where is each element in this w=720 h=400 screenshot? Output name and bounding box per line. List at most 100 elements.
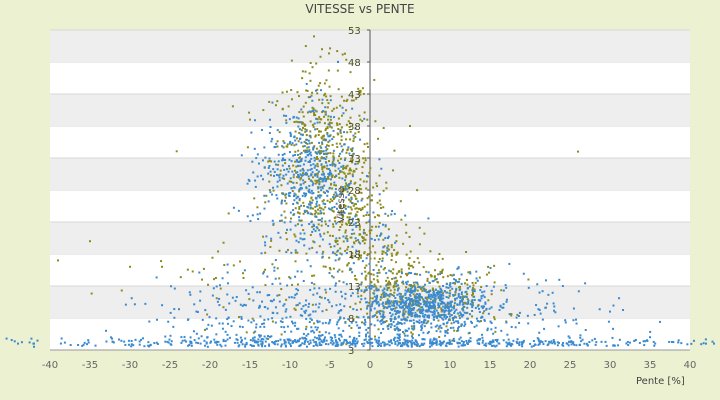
data-point <box>418 243 421 246</box>
data-point <box>383 315 386 318</box>
data-point <box>425 270 428 273</box>
data-point <box>346 184 349 187</box>
data-point <box>397 329 400 332</box>
data-point <box>411 285 414 288</box>
data-point <box>332 198 335 201</box>
data-point <box>300 141 303 144</box>
x-tick-label: 0 <box>367 360 373 371</box>
data-point <box>496 340 499 343</box>
data-point <box>334 188 337 191</box>
data-point <box>280 202 283 205</box>
data-point <box>276 129 279 132</box>
data-point <box>287 170 290 173</box>
data-point <box>323 336 326 339</box>
data-point <box>268 343 271 346</box>
data-point <box>206 345 209 348</box>
data-point <box>316 344 319 347</box>
data-point <box>317 218 320 221</box>
data-point <box>480 316 483 319</box>
data-point <box>447 309 450 312</box>
data-point <box>111 337 114 340</box>
data-point <box>433 276 436 279</box>
data-point <box>368 271 371 274</box>
data-point <box>358 331 361 334</box>
data-point <box>321 180 324 183</box>
data-point <box>375 302 378 305</box>
data-point <box>441 313 444 316</box>
data-point <box>265 194 268 197</box>
data-point <box>354 203 357 206</box>
data-point <box>397 334 400 337</box>
x-tick-label: 20 <box>524 360 537 371</box>
data-point <box>321 135 324 138</box>
data-point <box>354 195 357 198</box>
data-point <box>672 341 675 344</box>
data-point <box>468 313 471 316</box>
data-point <box>323 232 326 235</box>
data-point <box>279 320 282 323</box>
data-point <box>382 314 385 317</box>
y-tick-label: 53 <box>348 26 361 37</box>
data-point <box>222 306 225 309</box>
data-point <box>301 187 304 190</box>
data-point <box>269 170 272 173</box>
data-point <box>391 254 394 257</box>
data-point <box>317 338 320 341</box>
data-point <box>491 339 494 342</box>
data-point <box>314 196 317 199</box>
data-point <box>564 319 567 322</box>
data-point <box>518 343 521 346</box>
data-point <box>509 343 512 346</box>
data-point <box>32 345 35 348</box>
data-point <box>244 337 247 340</box>
data-point <box>423 325 426 328</box>
data-point <box>294 160 297 163</box>
data-point <box>298 190 301 193</box>
data-point <box>358 228 361 231</box>
data-point <box>410 264 413 267</box>
data-point <box>240 339 243 342</box>
data-point <box>318 116 321 119</box>
data-point <box>228 302 231 305</box>
data-point <box>574 318 577 321</box>
data-point <box>413 285 416 288</box>
data-point <box>487 342 490 345</box>
data-point <box>353 274 356 277</box>
data-point <box>345 138 348 141</box>
data-point <box>289 191 292 194</box>
data-point <box>489 343 492 346</box>
data-point <box>314 179 317 182</box>
data-point <box>400 300 403 303</box>
data-point <box>305 192 308 195</box>
data-point <box>452 307 455 310</box>
data-point <box>389 293 392 296</box>
data-point <box>197 342 200 345</box>
data-point <box>290 160 293 163</box>
data-point <box>458 338 461 341</box>
data-point <box>352 339 355 342</box>
data-point <box>484 302 487 305</box>
data-point <box>538 309 541 312</box>
data-point <box>161 304 164 307</box>
data-point <box>383 287 386 290</box>
data-point <box>480 286 483 289</box>
data-point <box>240 315 243 318</box>
data-point <box>538 331 541 334</box>
data-point <box>355 308 358 311</box>
data-point <box>299 169 302 172</box>
data-point <box>355 239 358 242</box>
data-point <box>577 150 579 153</box>
data-point <box>396 336 399 339</box>
data-point <box>313 287 316 290</box>
data-point <box>358 250 361 253</box>
data-point <box>332 276 335 279</box>
data-point <box>392 286 395 289</box>
data-point <box>288 180 291 183</box>
data-point <box>379 309 382 312</box>
data-point <box>328 135 331 138</box>
data-point <box>278 277 281 280</box>
data-point <box>277 163 280 166</box>
data-point <box>347 318 350 321</box>
data-point <box>292 181 295 184</box>
data-point <box>395 240 398 243</box>
